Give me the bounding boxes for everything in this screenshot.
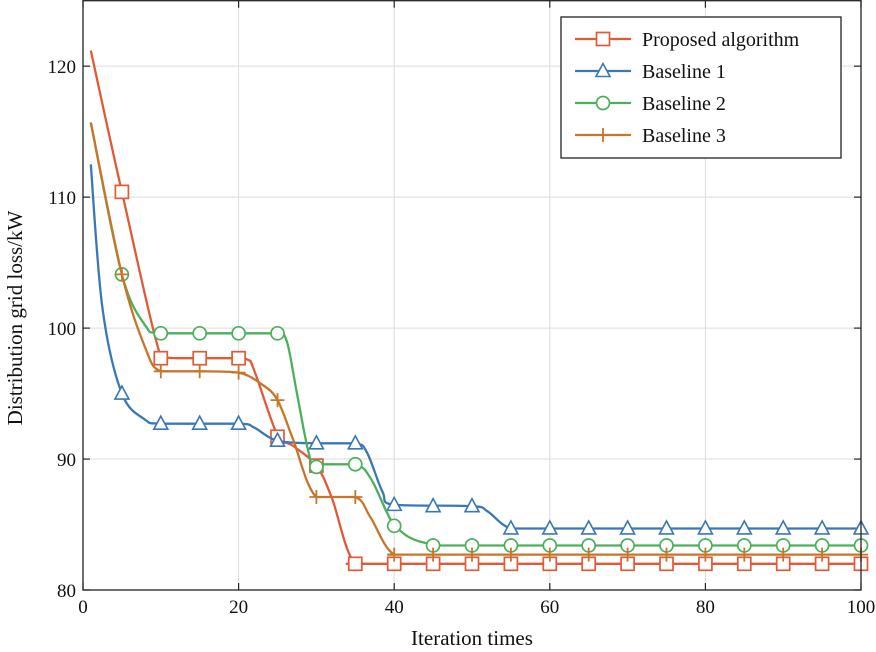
data-point xyxy=(735,519,753,535)
data-point xyxy=(153,325,169,341)
x-tick-label: 40 xyxy=(385,597,404,618)
y-tick-label: 90 xyxy=(57,450,76,471)
data-point xyxy=(231,350,246,366)
data-point xyxy=(346,434,364,450)
data-point xyxy=(698,547,713,562)
data-point xyxy=(114,184,130,200)
y-axis-label: Distribution grid loss/kW xyxy=(3,210,27,425)
legend-label: Baseline 1 xyxy=(642,61,726,83)
data-point xyxy=(270,393,285,408)
legend-entry: Baseline 2 xyxy=(575,93,726,115)
axis-ticks: 0 20 40 60 80 100 80 90 100 110 120 xyxy=(48,0,876,618)
data-point xyxy=(231,325,246,341)
data-point xyxy=(658,519,675,535)
x-tick-label: 20 xyxy=(229,597,248,618)
data-point xyxy=(309,490,324,505)
legend-marker xyxy=(594,61,612,78)
data-point xyxy=(269,431,286,448)
data-point xyxy=(270,325,285,341)
data-point xyxy=(192,325,208,341)
y-tick-label: 110 xyxy=(48,188,76,209)
x-tick-label: 0 xyxy=(78,597,88,618)
x-tick-label: 60 xyxy=(540,597,559,618)
legend-label: Baseline 3 xyxy=(642,125,726,147)
series-2 xyxy=(89,164,870,535)
series-line xyxy=(89,164,861,530)
data-point xyxy=(659,547,674,562)
legend-label: Proposed algorithm xyxy=(642,29,800,51)
y-tick-label: 120 xyxy=(48,57,77,78)
data-point xyxy=(385,495,403,512)
x-tick-label: 80 xyxy=(696,597,715,618)
legend-marker xyxy=(595,95,611,111)
data-point xyxy=(192,364,207,379)
data-point xyxy=(502,519,520,535)
data-point xyxy=(191,414,209,430)
series-line xyxy=(89,122,861,556)
data-point xyxy=(347,456,363,472)
legend-entry: Baseline 3 xyxy=(575,125,726,147)
data-point xyxy=(308,434,325,450)
data-point xyxy=(815,547,830,562)
data-point xyxy=(347,556,363,572)
series-4 xyxy=(89,122,868,562)
data-point xyxy=(426,547,441,562)
data-point xyxy=(114,267,129,282)
data-point xyxy=(619,519,636,535)
y-tick-label: 100 xyxy=(48,319,77,340)
data-point xyxy=(153,364,168,379)
data-point xyxy=(697,519,714,535)
series-3 xyxy=(89,122,869,553)
data-point xyxy=(386,518,402,534)
data-point xyxy=(231,365,246,380)
data-point xyxy=(737,547,752,562)
data-point xyxy=(580,519,598,535)
data-point xyxy=(581,547,596,562)
data-point xyxy=(541,519,559,535)
data-point xyxy=(465,547,479,562)
data-point xyxy=(813,519,831,535)
legend-marker xyxy=(596,128,610,142)
legend-entry: Proposed algorithm xyxy=(575,29,800,51)
data-point xyxy=(542,547,557,562)
data-point xyxy=(776,547,791,562)
plot-frame xyxy=(82,0,862,591)
legend: Proposed algorithm Baseline 1 Baseline 2 Ba… xyxy=(560,16,842,159)
data-point xyxy=(113,384,131,400)
data-point xyxy=(424,497,442,513)
legend-label: Baseline 2 xyxy=(642,93,726,115)
y-tick-label: 80 xyxy=(57,581,76,602)
data-point xyxy=(463,497,481,513)
data-point xyxy=(153,350,169,366)
data-point xyxy=(348,490,363,505)
series-group xyxy=(89,50,870,572)
data-point xyxy=(387,547,402,562)
data-point xyxy=(152,414,170,430)
data-point xyxy=(309,459,324,475)
data-point xyxy=(774,519,792,535)
x-axis-label: Iteration times xyxy=(411,626,533,650)
data-point xyxy=(503,547,518,562)
legend-entry: Baseline 1 xyxy=(575,61,726,83)
legend-marker xyxy=(595,31,611,47)
data-point xyxy=(620,547,635,562)
x-tick-label: 100 xyxy=(847,597,876,618)
data-point xyxy=(230,414,247,430)
data-point xyxy=(192,350,208,366)
